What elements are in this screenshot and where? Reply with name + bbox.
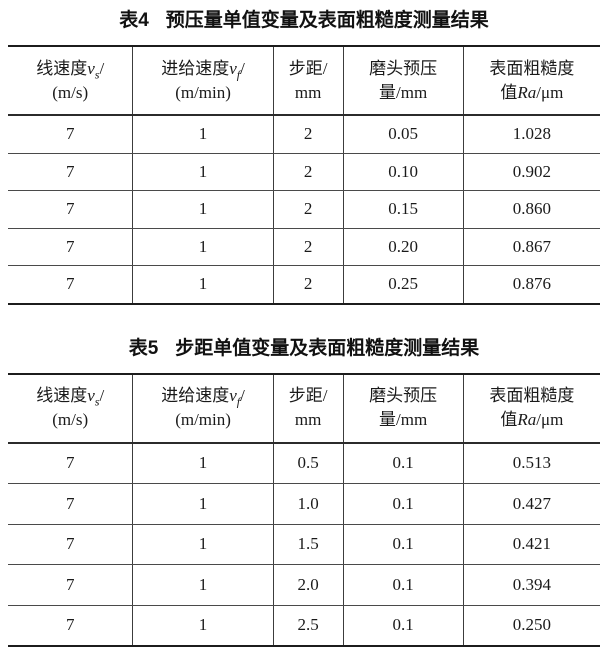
table-cell: 0.1 — [342, 524, 464, 565]
table-row: 7 1 2 0.05 1.028 — [8, 115, 600, 154]
table-cell: 1 — [132, 265, 274, 304]
table-cell: 1.5 — [272, 524, 344, 565]
t4-col-header-preload: 磨头预压 量/mm — [342, 46, 464, 116]
t5-col-header-feed-speed: 进给速度vf/ (m/min) — [132, 373, 274, 444]
table-cell: 2 — [272, 190, 344, 229]
t5-col-header-preload: 磨头预压 量/mm — [342, 373, 464, 444]
table-row: 7 1 2.0 0.1 0.394 — [8, 564, 600, 606]
table-cell: 7 — [8, 228, 133, 266]
table-cell: 1 — [132, 190, 274, 229]
table-row: 7 1 2 0.20 0.867 — [8, 228, 600, 266]
table4-title-text: 预压量单值变量及表面粗糙度测量结果 — [165, 10, 489, 31]
table-cell: 7 — [8, 115, 133, 154]
table4: 线速度vs/ (m/s) 进给速度vf/ (m/min) 步距/ mm 磨头预压… — [8, 45, 600, 305]
t5-col-header-roughness: 表面粗糙度 值Ra/μm — [462, 373, 600, 444]
table-cell: 0.867 — [462, 228, 600, 266]
table-row: 7 1 0.5 0.1 0.513 — [8, 442, 600, 484]
table-cell: 0.10 — [342, 153, 464, 191]
table-cell: 0.1 — [342, 564, 464, 606]
table-cell: 2 — [272, 115, 344, 154]
table5-section: 表5 步距单值变量及表面粗糙度测量结果 线速度vs/ (m/s) 进给速度vf/ … — [8, 334, 600, 647]
table-cell: 0.25 — [342, 265, 464, 304]
table-cell: 0.427 — [462, 483, 600, 525]
table-cell: 1 — [132, 564, 274, 606]
table-row: 7 1 1.5 0.1 0.421 — [8, 524, 600, 565]
t5-col-header-step: 步距/ mm — [272, 373, 344, 444]
table-cell: 1 — [132, 524, 274, 565]
table-cell: 2 — [272, 153, 344, 191]
table-cell: 2 — [272, 265, 344, 304]
table5-title-text: 步距单值变量及表面粗糙度测量结果 — [175, 337, 480, 359]
table-cell: 2.5 — [272, 605, 344, 646]
table-cell: 1.0 — [272, 483, 344, 525]
table5-title: 表5 步距单值变量及表面粗糙度测量结果 — [8, 334, 600, 364]
table-cell: 0.20 — [342, 228, 464, 266]
table-cell: 0.1 — [342, 605, 464, 646]
t4-col-header-roughness: 表面粗糙度 值Ra/μm — [462, 46, 600, 116]
table-cell: 0.860 — [462, 190, 600, 229]
table-cell: 7 — [65, 615, 75, 635]
table-cell: 1 — [132, 605, 274, 646]
table-cell: 1 — [132, 483, 274, 525]
table-cell: 0.876 — [462, 265, 600, 304]
table-cell: 0.1 — [342, 442, 464, 484]
table4-section: 表4 预压量单值变量及表面粗糙度测量结果 线速度vs/ (m/s) 进给速度vf/… — [8, 6, 600, 305]
table-cell: 1 — [132, 228, 274, 266]
table-cell: 2.0 — [272, 564, 344, 606]
table-cell: 0.513 — [462, 442, 600, 484]
table-cell: 7 — [8, 153, 133, 191]
t4-col-header-step: 步距/ mm — [272, 46, 344, 116]
table-cell: 1 — [132, 153, 274, 191]
table-cell: 7 — [8, 483, 133, 525]
table-cell: 7 — [8, 524, 133, 565]
table-cell: 0.15 — [342, 190, 464, 229]
t4-col-header-linear-speed: 线速度vs/ (m/s) — [8, 46, 133, 116]
table-cell: 0.421 — [462, 524, 600, 565]
table4-title: 表4 预压量单值变量及表面粗糙度测量结果 — [8, 6, 600, 36]
table-cell: 7 — [65, 274, 75, 294]
table-cell: 7 — [8, 564, 133, 606]
table5-header-row: 线速度vs/ (m/s) 进给速度vf/ (m/min) 步距/ mm 磨头预压… — [8, 373, 600, 444]
table-cell: 0.250 — [462, 605, 600, 646]
table-cell: 7 — [8, 442, 133, 484]
table5-title-label: 表5 — [128, 337, 159, 359]
table-row: 7 1 2 0.15 0.860 — [8, 190, 600, 229]
table5: 线速度vs/ (m/s) 进给速度vf/ (m/min) 步距/ mm 磨头预压… — [8, 372, 600, 647]
table-cell: 7 — [8, 190, 133, 229]
table4-title-label: 表4 — [119, 10, 149, 31]
t5-col-header-linear-speed: 线速度vs/ (m/s) — [8, 373, 133, 444]
table-cell: 0.1 — [342, 483, 464, 525]
table-row: 7 1 2.5 0.1 0.250 — [8, 605, 600, 646]
table-cell: 1 — [132, 442, 274, 484]
table-cell: 0.05 — [342, 115, 464, 154]
table-cell: 0.902 — [462, 153, 600, 191]
table-cell: 2 — [272, 228, 344, 266]
table-cell: 1 — [132, 115, 274, 154]
table4-header-row: 线速度vs/ (m/s) 进给速度vf/ (m/min) 步距/ mm 磨头预压… — [8, 46, 600, 116]
table-row: 7 1 2 0.10 0.902 — [8, 153, 600, 191]
table-row: 7 1 2 0.25 0.876 — [8, 265, 600, 304]
table-row: 7 1 1.0 0.1 0.427 — [8, 483, 600, 525]
t4-col-header-feed-speed: 进给速度vf/ (m/min) — [132, 46, 274, 116]
table-cell: 0.394 — [462, 564, 600, 606]
table-cell: 1.028 — [462, 115, 600, 154]
table-cell: 0.5 — [272, 442, 344, 484]
